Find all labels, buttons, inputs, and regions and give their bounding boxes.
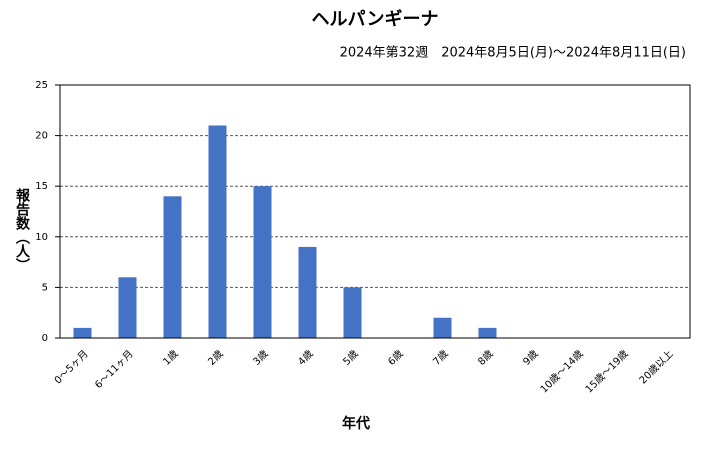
bar — [253, 186, 272, 338]
y-tick-label: 20 — [35, 131, 48, 142]
bar — [478, 327, 497, 338]
y-tick-label: 10 — [35, 232, 48, 243]
bar — [298, 246, 317, 338]
bar — [433, 317, 452, 338]
chart-subtitle: 2024年第32週 2024年8月5日(月)～2024年8月11日(日) — [340, 46, 686, 61]
y-tick-label: 5 — [42, 282, 48, 293]
y-tick-label: 25 — [35, 80, 48, 91]
bar — [343, 287, 362, 338]
y-tick-label: 15 — [35, 181, 48, 192]
bar — [118, 277, 137, 338]
bar — [163, 196, 182, 338]
bar — [208, 125, 227, 338]
y-axis-label: 報告数（人） — [14, 187, 31, 272]
y-tick-label: 0 — [42, 333, 48, 344]
chart-title: ヘルパンギーナ — [312, 9, 439, 30]
bar — [73, 327, 92, 338]
plot-border — [59, 84, 691, 339]
x-axis-label: 年代 — [342, 415, 370, 432]
